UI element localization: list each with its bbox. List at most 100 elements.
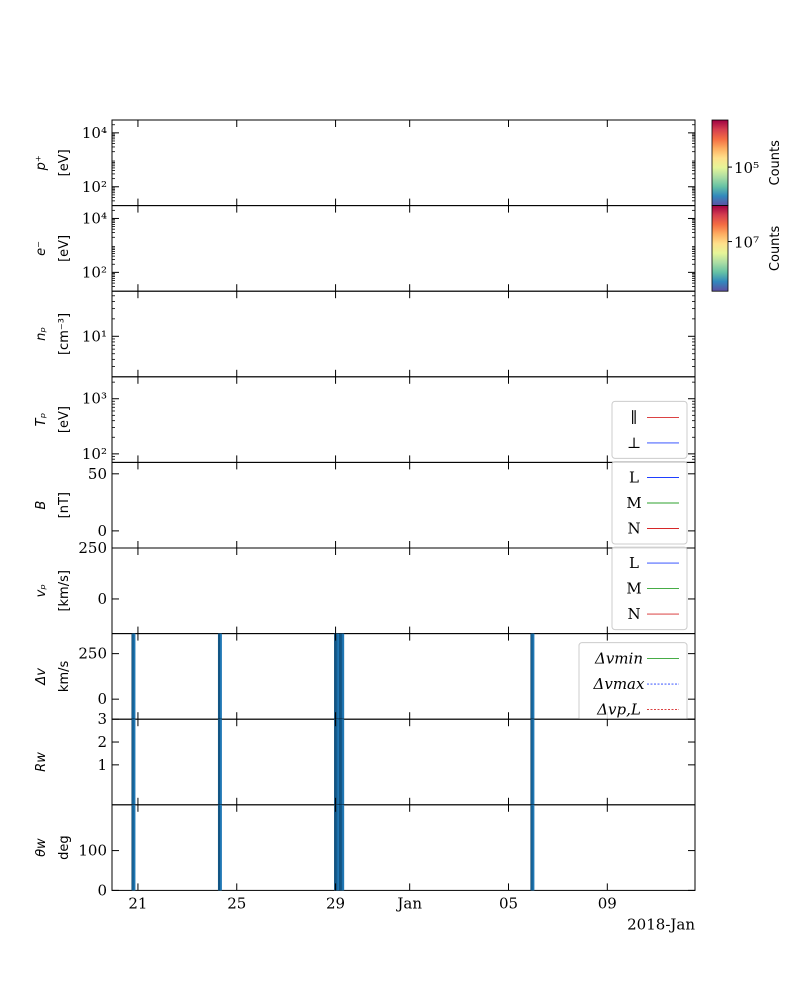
y-tick-label: 3 (97, 710, 107, 728)
colorbar-body (711, 205, 729, 292)
event-marker (219, 719, 222, 805)
panel-proton-density: 10¹ nₚ [cm⁻³] (34, 290, 696, 378)
y-axis-label-symbol: θw (34, 838, 49, 857)
panel-proton-spectrogram: 10⁴ 10² p⁺ [eV] (34, 119, 696, 207)
y-tick-label: 50 (88, 465, 107, 483)
event-marker (219, 633, 222, 720)
panel-magnetic-field: 50 0 B [nT] LMN (34, 461, 696, 549)
y-axis-label-unit: deg (57, 835, 72, 860)
y-tick-label: 250 (78, 539, 107, 557)
y-axis-label-unit: [nT] (57, 492, 72, 518)
y-axis-label-symbol: B (34, 501, 49, 510)
legend: ∥⊥ (611, 400, 688, 459)
colorbar-layer: 10⁵ Counts 10⁷ Counts (711, 119, 783, 292)
y-axis-label: B [nT] (34, 492, 72, 518)
panel-frame (111, 461, 696, 549)
legend: LMN (611, 461, 688, 545)
legend-entry-label: M (626, 580, 641, 598)
y-tick-label: 250 (78, 645, 107, 663)
x-offset-label: 2018-Jan (627, 915, 695, 933)
panel-walen-angle: 100 0 θw deg (34, 804, 696, 899)
y-axis-label: e⁻ [eV] (34, 235, 72, 262)
event-marker (336, 719, 340, 805)
legend-box (611, 400, 688, 459)
panel-frame (111, 804, 696, 891)
event-marker (341, 804, 345, 891)
panel-walen-ratio: 3 2 1 Rw (34, 710, 696, 806)
y-axis-label-symbol: Rw (34, 752, 49, 772)
y-tick-label: 100 (78, 842, 107, 860)
colorbar-label: Counts (768, 140, 783, 186)
panel-proton-velocity: 250 0 vₚ [km/s] LMN (34, 539, 696, 635)
event-marker (531, 719, 535, 805)
legend-entry-label: L (629, 469, 639, 487)
legend-entry-label: Δvp,L (596, 701, 641, 719)
event-marker (531, 633, 535, 720)
y-tick-label: 10⁴ (82, 124, 107, 142)
y-tick-label: 10² (82, 445, 107, 463)
y-axis-label-symbol: Tₚ (34, 412, 49, 426)
legend-entry-label: Δvmax (593, 675, 645, 693)
panel-frame (111, 718, 696, 806)
panel-frame (111, 376, 696, 463)
panel-electron-spectrogram: 10⁴ 10² e⁻ [eV] (34, 205, 696, 292)
event-marker (133, 719, 136, 805)
y-tick-label: 10³ (82, 390, 107, 408)
y-tick-label: 2 (97, 733, 107, 751)
y-axis-label: vₚ [km/s] (34, 570, 72, 612)
y-tick-label: 10¹ (82, 327, 107, 345)
x-tick-label: 05 (499, 894, 518, 912)
y-axis-label-unit: [eV] (57, 149, 72, 176)
x-axis: 21 25 29 Jan 05 09 2018-Jan (128, 894, 695, 933)
colorbar-tick-label: 10⁷ (734, 234, 759, 252)
y-axis-label-unit: [cm⁻³] (57, 313, 72, 355)
x-tick-label: 29 (326, 894, 345, 912)
legend: LMN (611, 546, 688, 631)
legend-entry-label: L (629, 554, 639, 572)
colorbar-label-text: Counts (768, 225, 783, 271)
panel-frame (111, 290, 696, 378)
event-marker (341, 633, 345, 720)
y-axis-label: Rw (34, 752, 49, 772)
y-tick-label: 0 (97, 522, 107, 540)
legend-entry-label: ⊥ (627, 434, 641, 452)
y-axis-label-symbol: Δv (34, 668, 49, 686)
legend-entry-label: ∥ (631, 408, 638, 426)
colorbar-label-text: Counts (768, 140, 783, 186)
colorbar-electron-spectrogram: 10⁷ Counts (711, 205, 783, 292)
x-tick-label: 25 (227, 894, 246, 912)
y-axis-label-symbol: e⁻ (34, 241, 49, 256)
y-tick-label: 1 (97, 756, 107, 774)
y-tick-label: 0 (97, 690, 107, 708)
panel-frame (111, 205, 696, 292)
y-axis-label: p⁺ [eV] (34, 149, 72, 176)
panel-frame (111, 547, 696, 635)
panel-delta-v: 250 0 Δv km/s Δvmin Δvmax Δvp,L (34, 633, 696, 720)
y-axis-label: nₚ [cm⁻³] (34, 313, 72, 355)
y-tick-label: 0 (97, 881, 107, 899)
event-marker (219, 804, 222, 891)
legend-entry-label: M (626, 494, 641, 512)
legend-entry-label: N (627, 605, 640, 623)
y-axis-label: Δv km/s (34, 661, 72, 693)
colorbar-label: Counts (768, 225, 783, 271)
event-marker (341, 719, 345, 805)
colorbar-proton-spectrogram: 10⁵ Counts (711, 119, 783, 206)
y-axis-label: θw deg (34, 835, 72, 860)
event-marker (133, 804, 136, 891)
y-tick-label: 10⁴ (82, 209, 107, 227)
y-axis-label-unit: [eV] (57, 406, 72, 433)
y-axis-label-symbol: vₚ (34, 584, 49, 598)
y-axis-label-unit: km/s (57, 661, 72, 693)
event-marker (336, 633, 340, 720)
y-tick-label: 10² (82, 178, 107, 196)
y-axis-label-unit: [km/s] (57, 570, 72, 612)
event-marker (336, 804, 340, 891)
event-marker (133, 633, 136, 720)
y-tick-label: 10² (82, 263, 107, 281)
x-tick-label: 09 (598, 894, 617, 912)
x-tick-label: Jan (395, 894, 422, 912)
legend-box (578, 642, 688, 720)
